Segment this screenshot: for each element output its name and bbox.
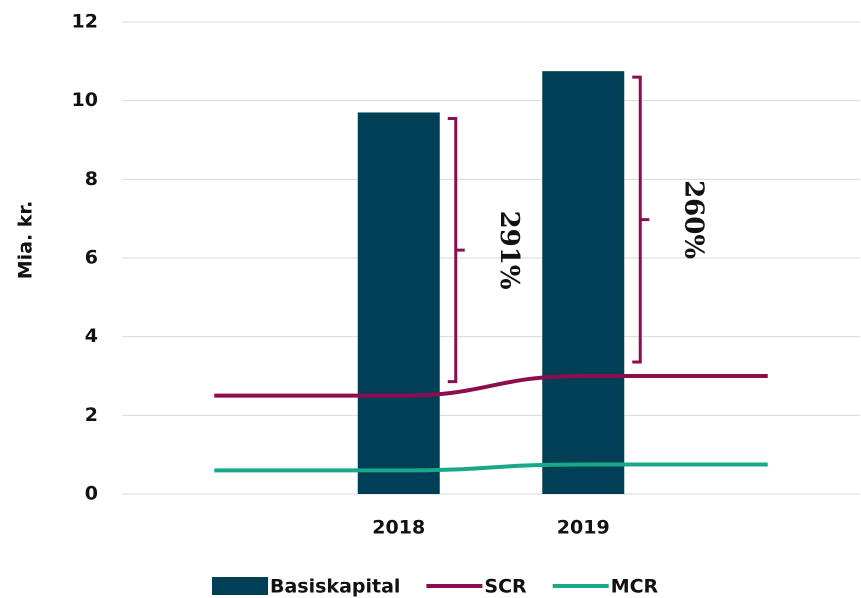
bar (357, 112, 440, 494)
y-tick-label: 8 (85, 168, 98, 190)
legend-label: MCR (611, 576, 659, 598)
bar (542, 71, 625, 495)
legend-swatch (212, 577, 268, 595)
annotation: 260% (678, 180, 708, 259)
legend-label: SCR (484, 576, 527, 598)
x-tick-label: 2019 (557, 517, 610, 539)
y-tick-label: 4 (85, 325, 98, 347)
annotation: 291% (494, 211, 524, 290)
y-tick-label: 0 (85, 483, 98, 505)
line (214, 373, 768, 398)
bracket (632, 75, 650, 364)
y-tick-label: 2 (85, 404, 98, 426)
y-tick-label: 10 (72, 89, 98, 111)
y-tick-label: 12 (72, 11, 98, 33)
line (214, 462, 768, 473)
y-axis-label: Mia. kr. (15, 201, 37, 280)
x-tick-label: 2018 (372, 517, 425, 539)
legend-label: Basiskapital (270, 576, 400, 598)
bracket (447, 116, 465, 384)
y-tick-label: 6 (85, 247, 98, 269)
